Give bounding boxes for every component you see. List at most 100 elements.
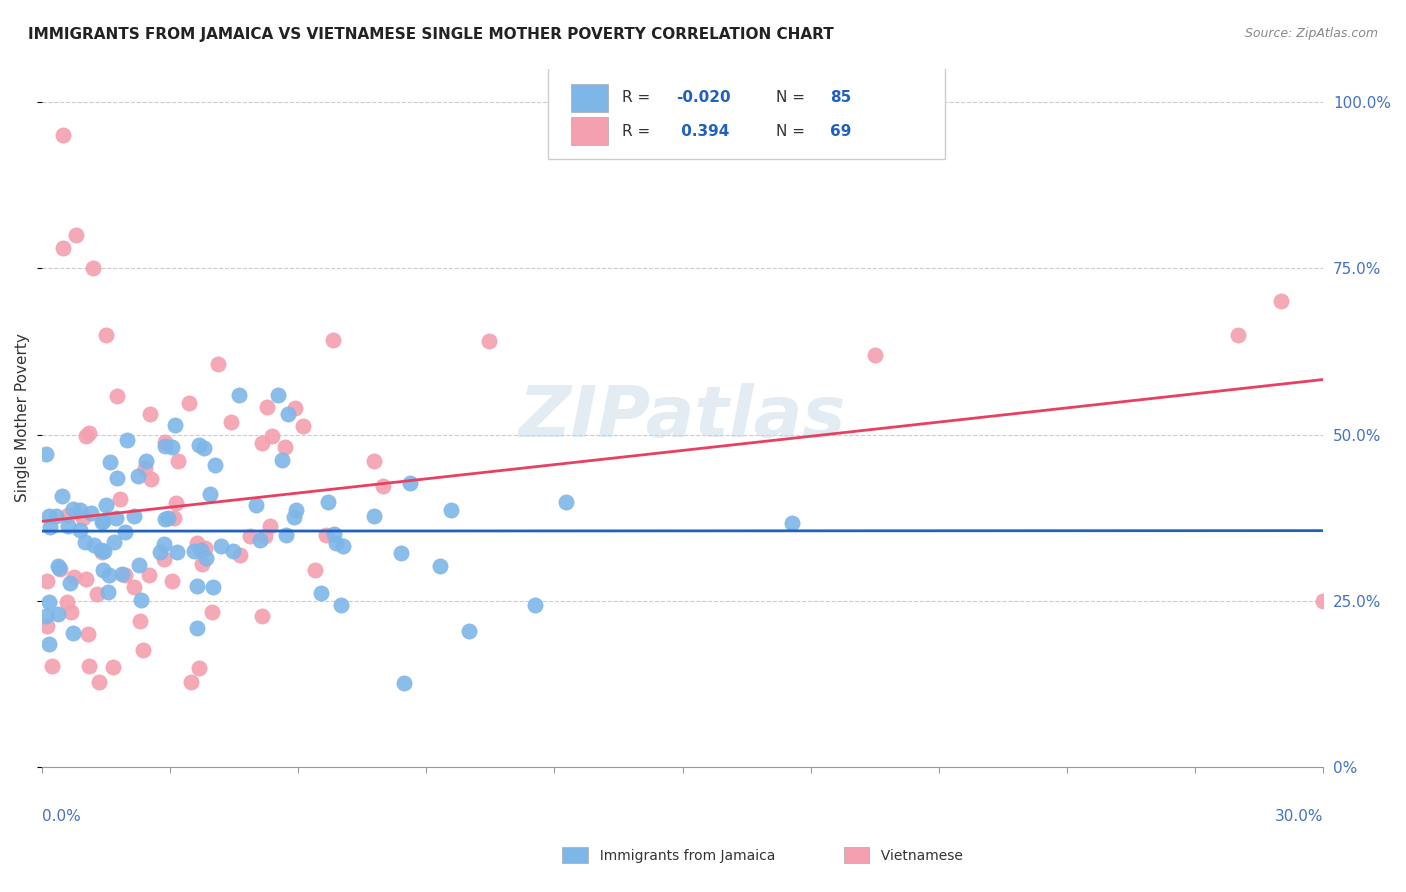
Point xyxy=(62,502,84,516)
Point xyxy=(153,435,176,450)
Text: 85: 85 xyxy=(830,90,851,105)
Point xyxy=(37,574,59,588)
Point xyxy=(190,543,212,558)
Point xyxy=(322,333,344,347)
Point xyxy=(110,492,132,507)
Point xyxy=(250,609,273,624)
Point xyxy=(252,435,274,450)
Point xyxy=(311,585,333,599)
Point xyxy=(90,544,112,558)
Point xyxy=(228,388,250,402)
Point xyxy=(262,429,284,443)
FancyBboxPatch shape xyxy=(571,84,609,112)
Text: 30.0%: 30.0% xyxy=(1275,809,1323,824)
Point xyxy=(267,388,290,402)
Point xyxy=(138,407,160,421)
Point xyxy=(45,508,67,523)
Point xyxy=(478,334,501,348)
Point xyxy=(38,637,60,651)
Text: IMMIGRANTS FROM JAMAICA VS VIETNAMESE SINGLE MOTHER POVERTY CORRELATION CHART: IMMIGRANTS FROM JAMAICA VS VIETNAMESE SI… xyxy=(28,27,834,42)
Text: Vietnamese: Vietnamese xyxy=(872,849,963,863)
Point xyxy=(100,455,122,469)
Point xyxy=(180,674,202,689)
Text: 0.0%: 0.0% xyxy=(42,809,80,824)
Point xyxy=(103,535,125,549)
Point xyxy=(1226,327,1249,342)
Point xyxy=(253,529,276,543)
Point xyxy=(193,442,215,456)
Point xyxy=(186,536,208,550)
Point xyxy=(51,489,73,503)
Point xyxy=(127,469,149,483)
Point xyxy=(52,128,75,142)
Point xyxy=(101,660,124,674)
Point xyxy=(363,509,385,524)
Point xyxy=(183,544,205,558)
Point xyxy=(283,509,305,524)
Point xyxy=(83,538,105,552)
Point xyxy=(371,479,394,493)
Point xyxy=(111,566,134,581)
Text: 0.394: 0.394 xyxy=(676,124,730,139)
Point xyxy=(93,544,115,558)
Text: ZIPatlas: ZIPatlas xyxy=(519,384,846,452)
Point xyxy=(323,527,346,541)
Point xyxy=(131,593,153,607)
Text: R =: R = xyxy=(623,124,655,139)
Point xyxy=(153,537,176,551)
Point xyxy=(79,659,101,673)
Point xyxy=(75,535,97,549)
Point xyxy=(82,261,104,276)
Point xyxy=(207,357,229,371)
Point xyxy=(153,439,176,453)
Text: Source: ZipAtlas.com: Source: ZipAtlas.com xyxy=(1244,27,1378,40)
Point xyxy=(41,659,63,673)
Point xyxy=(209,539,232,553)
Point xyxy=(256,401,278,415)
Point xyxy=(90,515,112,529)
Point xyxy=(105,389,128,403)
FancyBboxPatch shape xyxy=(571,118,609,145)
Point xyxy=(49,561,72,575)
Point xyxy=(457,624,479,639)
Point xyxy=(149,545,172,559)
Point xyxy=(56,595,79,609)
Point xyxy=(46,558,69,573)
Text: Immigrants from Jamaica: Immigrants from Jamaica xyxy=(591,849,775,863)
Point xyxy=(37,619,59,633)
Point xyxy=(186,621,208,635)
Point xyxy=(284,401,307,416)
Point xyxy=(165,496,187,510)
Point xyxy=(329,598,352,612)
Point xyxy=(114,568,136,582)
Point xyxy=(392,676,415,690)
Point xyxy=(94,327,117,342)
Point xyxy=(59,576,82,591)
Point xyxy=(389,546,412,560)
Point xyxy=(245,498,267,512)
Point xyxy=(89,674,111,689)
Point xyxy=(292,418,315,433)
Point xyxy=(229,549,252,563)
Point xyxy=(69,503,91,517)
Point xyxy=(440,502,463,516)
Text: N =: N = xyxy=(776,90,810,105)
Point xyxy=(277,408,299,422)
Point xyxy=(188,661,211,675)
Point xyxy=(76,627,98,641)
Point xyxy=(114,525,136,540)
Point xyxy=(162,574,184,588)
Y-axis label: Single Mother Poverty: Single Mother Poverty xyxy=(15,334,30,502)
Point xyxy=(63,570,86,584)
Point xyxy=(163,511,186,525)
Point xyxy=(524,598,547,612)
FancyBboxPatch shape xyxy=(548,62,945,160)
Point xyxy=(52,241,75,255)
Bar xyxy=(562,847,588,863)
Point xyxy=(152,552,174,566)
Point xyxy=(863,348,886,362)
Point xyxy=(304,563,326,577)
Point xyxy=(221,415,243,429)
Point xyxy=(186,579,208,593)
Point xyxy=(398,476,420,491)
